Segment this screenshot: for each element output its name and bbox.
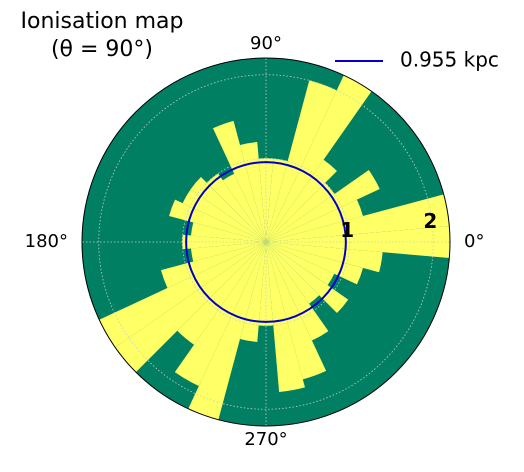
ionised-wedge	[266, 242, 305, 392]
ionised-wedge	[188, 242, 266, 420]
ionised-wedge	[266, 242, 349, 313]
ionised-wedge	[99, 242, 266, 348]
ionised-wedge	[191, 242, 266, 262]
ionised-wedge	[212, 120, 266, 242]
ionised-wedge	[266, 170, 380, 242]
grid-circle	[98, 74, 434, 410]
legend-label: 0.955 kpc	[400, 48, 499, 72]
theta-tick-label: 0°	[464, 231, 484, 252]
ionised-wedge	[222, 173, 266, 242]
ionised-wedge	[115, 242, 266, 373]
ionised-wedge	[266, 159, 337, 242]
ionised-wedge	[160, 242, 266, 288]
ionised-wedge	[177, 242, 266, 345]
ionised-wedge	[266, 242, 329, 341]
ionised-wedge	[258, 242, 274, 326]
ionised-wedge	[266, 194, 450, 242]
chart-title: Ionisation map	[21, 9, 184, 34]
ionised-wedge	[266, 158, 288, 242]
ionised-wedge	[190, 176, 266, 242]
grid-circle	[181, 157, 351, 327]
radius-circle	[185, 161, 347, 323]
ionised-wedge	[240, 242, 266, 342]
ionised-wedge	[266, 182, 335, 242]
theta-tick-label: 90°	[250, 33, 282, 54]
ionised-wedge	[266, 80, 337, 242]
ionised-wedge	[206, 173, 266, 242]
ionised-wedge	[258, 158, 274, 242]
map-group	[99, 75, 450, 420]
theta-tick-label: 180°	[25, 231, 68, 252]
theta-tick-label: 270°	[244, 429, 287, 450]
ionised-wedge	[266, 75, 372, 242]
ionised-wedge	[240, 142, 266, 242]
chart-subtitle: (θ = 90°)	[51, 37, 153, 62]
ionised-wedge	[266, 242, 383, 273]
ionised-wedge	[182, 234, 266, 250]
ionised-wedge	[266, 242, 335, 286]
plot-border	[81, 57, 451, 427]
r-tick-label: 1	[340, 218, 354, 242]
ionised-wedge	[266, 242, 320, 304]
r-tick-label: 2	[423, 209, 437, 233]
ionised-wedge	[182, 189, 266, 242]
ionised-wedge	[191, 222, 266, 242]
ionised-wedge	[174, 242, 266, 387]
ionised-wedge	[266, 242, 327, 380]
